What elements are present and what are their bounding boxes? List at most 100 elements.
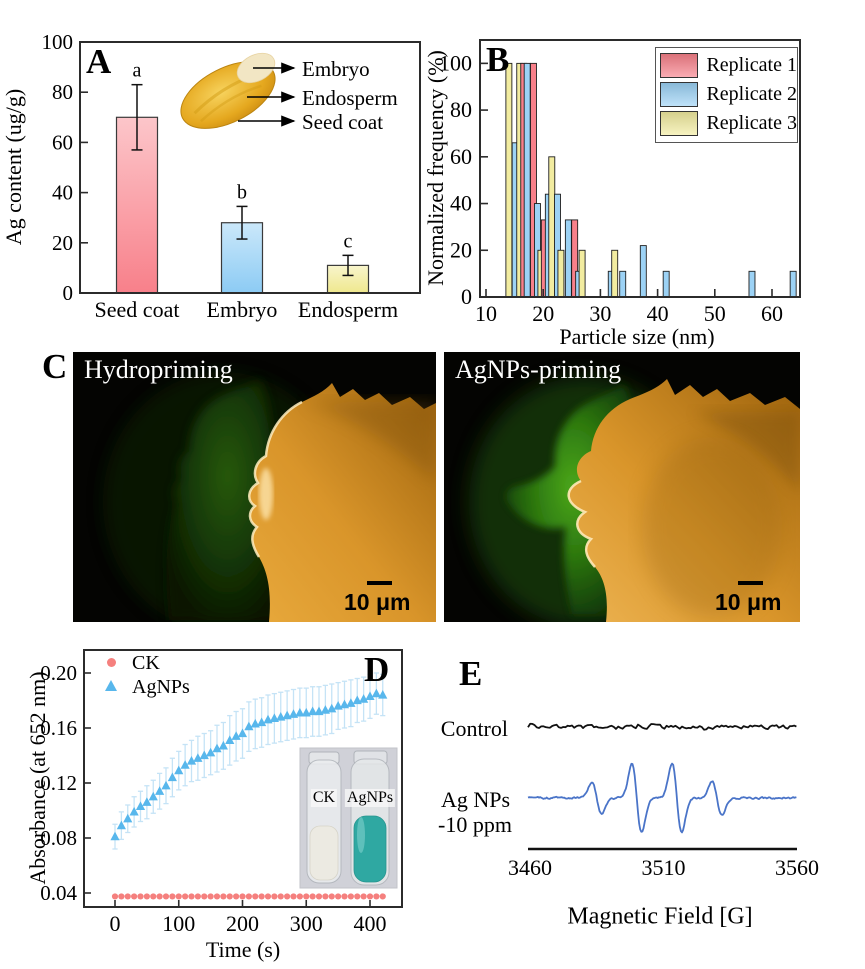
inset-tube-label-agnps: AgNPs (344, 789, 396, 807)
epr-control-label: Control (440, 716, 508, 741)
replicate-3-swatch (660, 111, 699, 136)
ck-data-point (213, 893, 221, 900)
seed-inset-label-embryo: Embryo (302, 57, 370, 81)
panel-e-chart: 3460 3510 3560 (508, 722, 819, 880)
y-tick-label: 0.12 (40, 771, 77, 795)
seed-edge-highlight (248, 400, 303, 558)
histogram-bar-replicate-2 (523, 62, 531, 298)
agnps-data-point (231, 731, 241, 740)
cuvette-photo-inset (299, 747, 398, 889)
y-tick-label: 100 (439, 50, 472, 75)
agnps-data-point (180, 760, 190, 769)
histogram-bar-replicate-2 (639, 245, 647, 298)
agnps-data-point (129, 806, 139, 816)
micrograph-hydropriming: Hydropriming 10 μm (73, 352, 436, 622)
ck-data-point (156, 893, 163, 900)
seed-section-shading (694, 412, 800, 492)
ck-data-point (245, 893, 252, 900)
ck-data-point (239, 893, 246, 900)
seed-inset-label-endosperm: Endosperm (302, 86, 398, 110)
ck-data-point (233, 893, 240, 900)
legend-row-replicate-3: Replicate 3 (660, 109, 797, 138)
x-tick-label: 200 (226, 911, 259, 936)
histogram-bar-replicate-2 (619, 270, 627, 298)
y-tick-label: 20 (52, 231, 73, 255)
panel-b-chart: 0 20 40 60 80 100 10 20 30 40 50 60 (439, 39, 801, 326)
fluorescence-region-faint (166, 380, 278, 620)
x-tick-label: 60 (761, 301, 783, 326)
agnps-marker (100, 678, 122, 696)
ck-data-point (162, 893, 170, 900)
agnps-data-point (186, 756, 197, 765)
y-tick-label: 0 (461, 284, 472, 309)
seed-inner-shadow (642, 437, 782, 617)
ck-data-point (379, 893, 386, 900)
agnps-data-point (269, 713, 279, 722)
y-tick-label: 80 (450, 97, 472, 122)
tube-liquid-ck (309, 825, 339, 881)
legend-row-replicate-2: Replicate 2 (660, 80, 797, 109)
panel-e-letter: E (459, 654, 483, 693)
significance-letter: b (237, 181, 247, 203)
agnps-data-point (301, 707, 311, 717)
agnps-data-point (288, 709, 299, 718)
significance-letter: c (344, 230, 353, 252)
agnps-data-point (378, 690, 388, 699)
agnps-data-point (218, 740, 228, 750)
agnps-data-point (371, 688, 381, 698)
panel-a-category-seedcoat: Seed coat (94, 297, 180, 322)
agnps-data-point (320, 705, 330, 714)
y-tick-label: 100 (42, 30, 74, 54)
agnps-data-point (148, 791, 158, 801)
y-tick-label: 0.08 (40, 826, 77, 850)
legend-row-ck: CK (100, 651, 190, 675)
ck-data-point (258, 893, 265, 900)
panel-d-legend: CK AgNPs (100, 651, 190, 699)
agnps-data-point (257, 717, 267, 727)
ck-data-point (194, 893, 201, 900)
ck-data-point (366, 893, 374, 900)
agnps-data-point (263, 714, 273, 724)
panel-b-x-axis-title: Particle size (nm) (559, 324, 715, 349)
ck-data-point (143, 893, 150, 900)
agnps-data-point (308, 706, 318, 716)
panel-d-y-axis-title: Absorbance (at 652 nm) (25, 671, 50, 885)
ck-data-point (315, 893, 323, 900)
scalebar-line (367, 581, 392, 585)
seed-section-shading (303, 402, 436, 482)
ck-data-point (169, 893, 176, 900)
replicate-1-label: Replicate 1 (706, 54, 797, 76)
ck-data-point (354, 893, 361, 900)
plot-border (479, 39, 801, 298)
agnps-data-point (352, 695, 362, 705)
ck-data-point (220, 893, 227, 900)
ck-data-point (118, 893, 125, 900)
histogram-bar-replicate-3 (505, 62, 513, 298)
agnps-data-point (346, 698, 356, 707)
x-tick-label: 0 (110, 911, 121, 936)
ck-data-point (252, 893, 259, 900)
legend-row-agnps: AgNPs (100, 675, 190, 699)
significance-letter: a (133, 60, 142, 82)
scalebar-line (738, 581, 763, 585)
replicate-1-swatch (660, 53, 699, 78)
histogram-bar-replicate-2 (564, 219, 572, 298)
seed-notch-highlight (259, 468, 273, 520)
x-tick-label: 20 (532, 301, 554, 326)
replicate-3-label: Replicate 3 (706, 112, 797, 134)
plot-border (79, 41, 421, 294)
ck-data-point (188, 893, 195, 900)
ck-label: CK (132, 651, 160, 674)
x-tick-label: 3460 (508, 855, 552, 880)
agnps-data-point (250, 718, 260, 728)
micrograph-art-left (103, 372, 436, 622)
ck-data-point (111, 893, 119, 900)
replicate-2-label: Replicate 2 (706, 83, 797, 105)
histogram-bar-replicate-3 (557, 249, 565, 298)
ck-data-point (322, 893, 329, 900)
epr-agnps-label-line1: Ag NPs (441, 787, 511, 812)
y-tick-label: 0 (63, 281, 74, 305)
panel-e-x-axis-title: Magnetic Field [G] (567, 903, 753, 930)
y-tick-label: 40 (450, 191, 472, 216)
